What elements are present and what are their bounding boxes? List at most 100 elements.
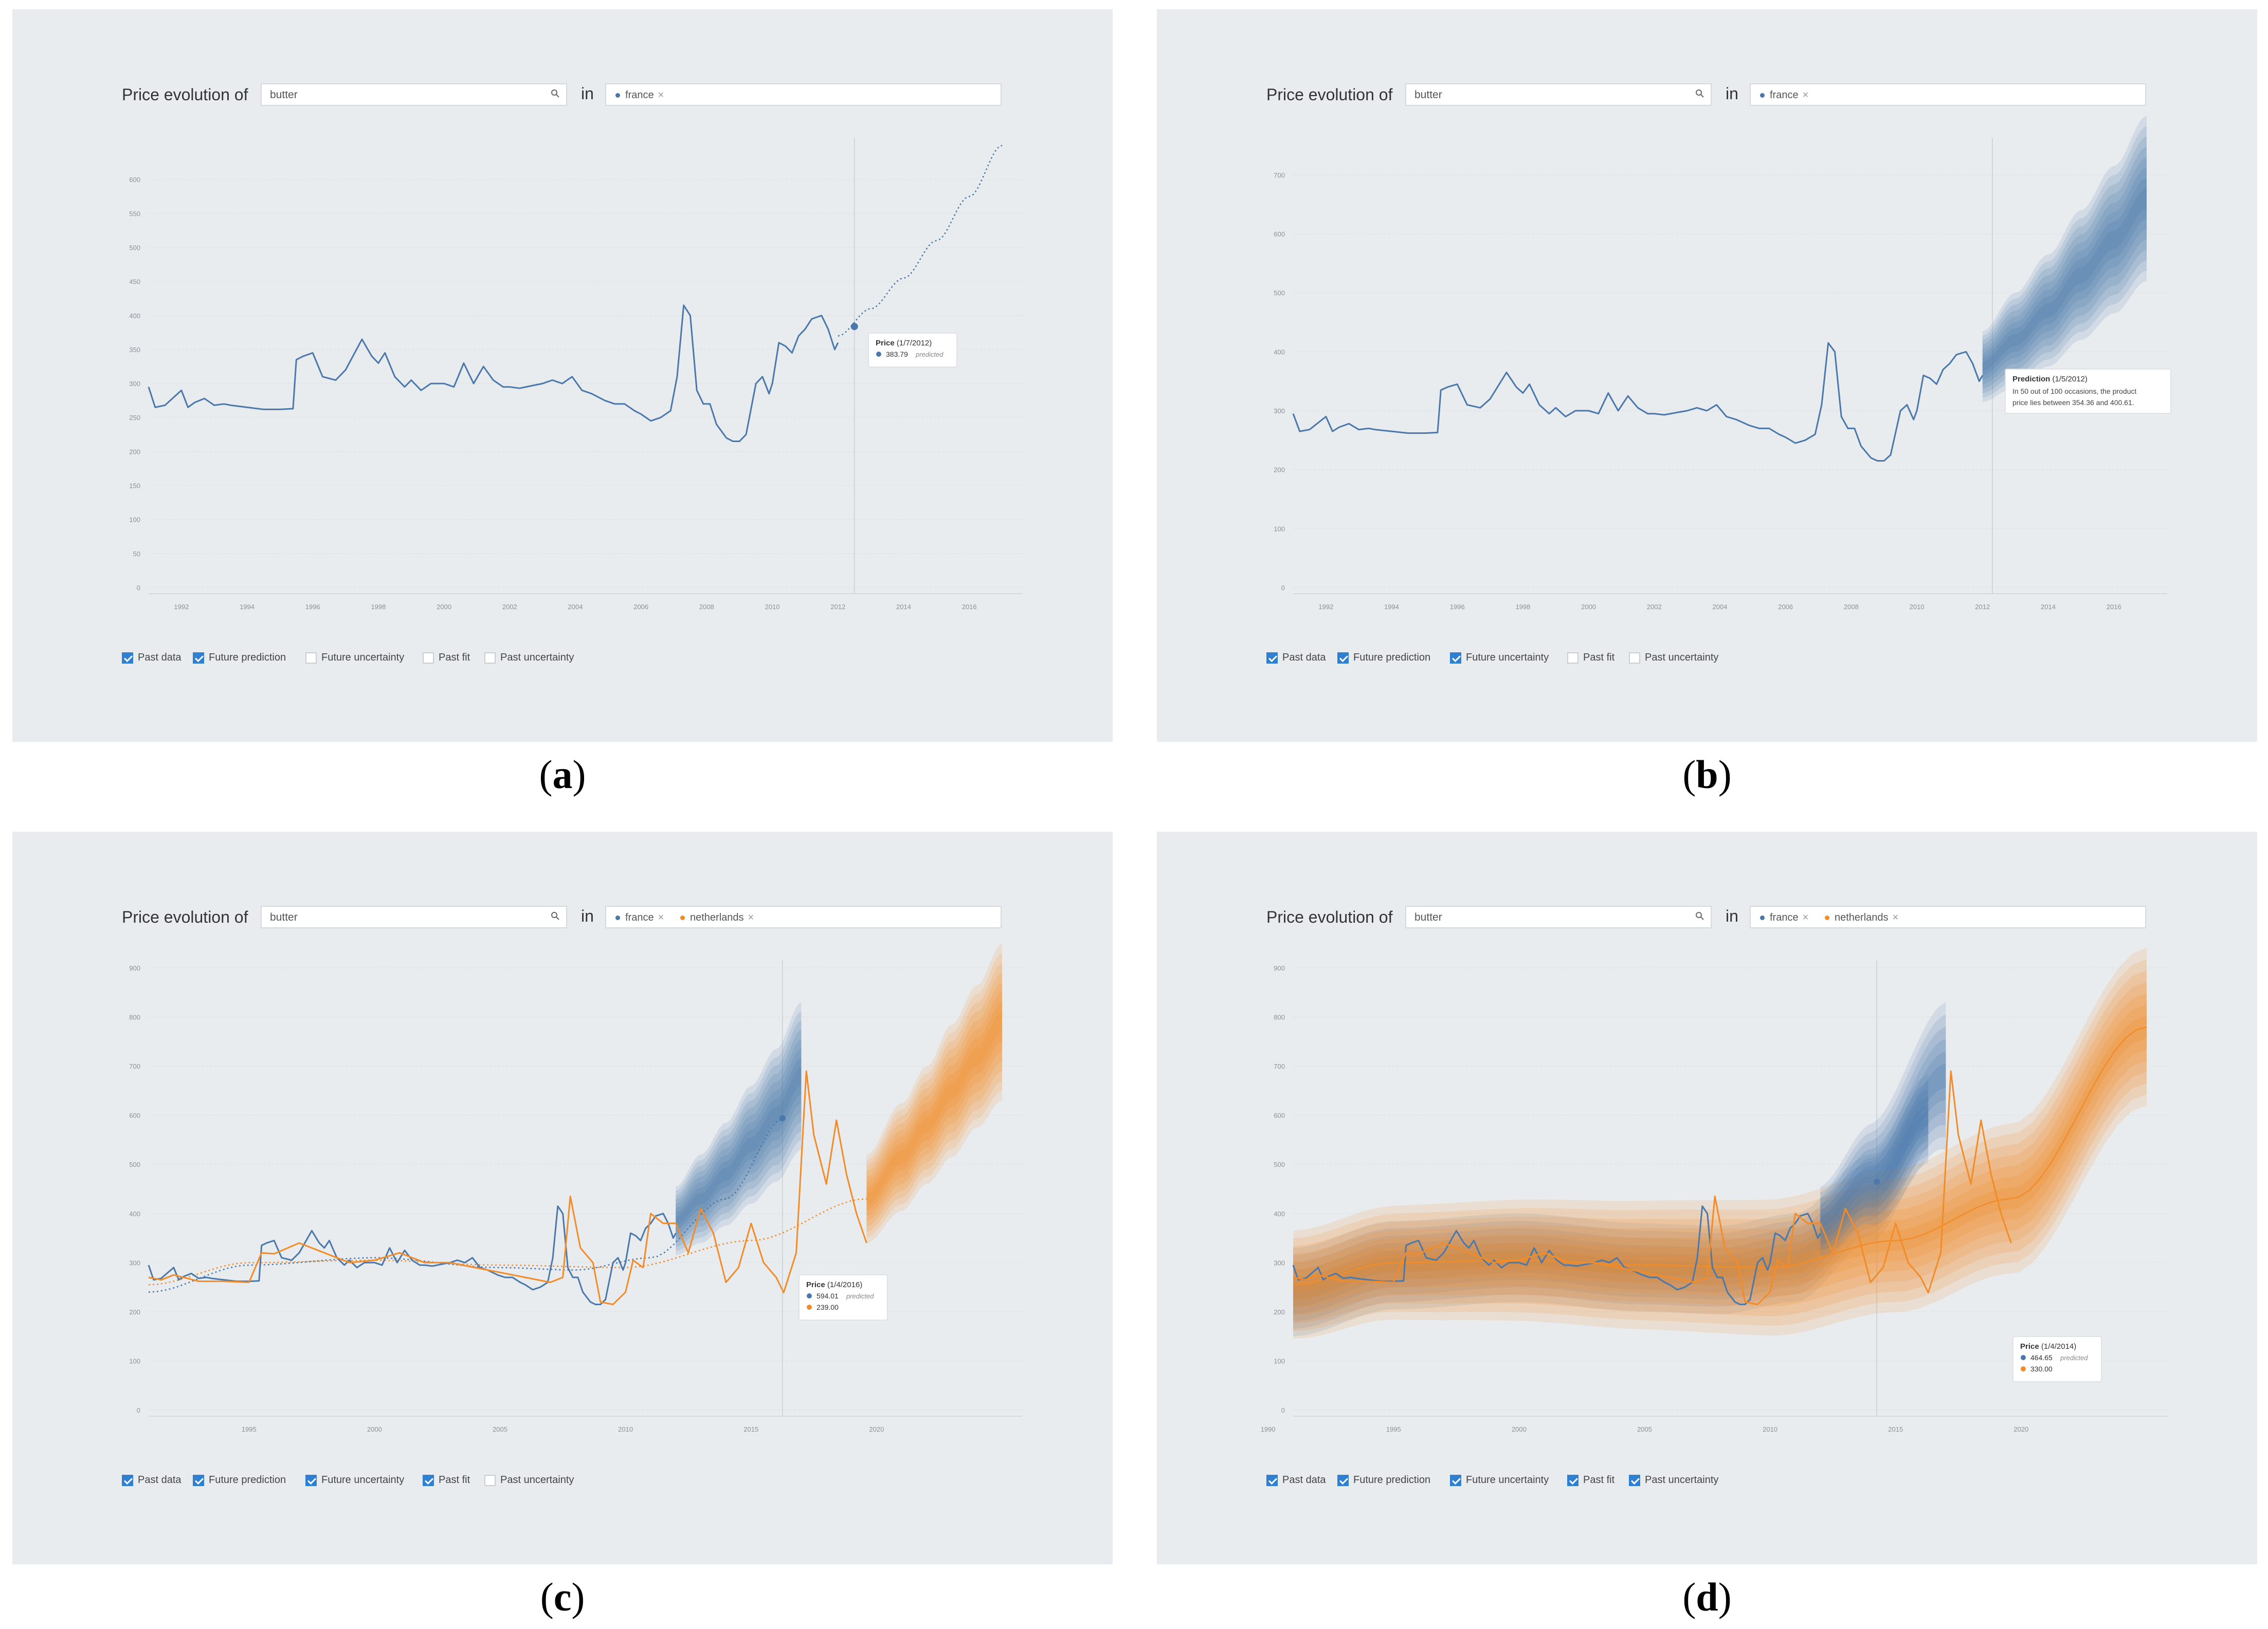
legend-toggle-future-uncertainty[interactable]: Future uncertainty <box>305 652 404 664</box>
checkbox-icon[interactable] <box>1266 1474 1278 1486</box>
checkbox-icon[interactable] <box>423 1474 434 1486</box>
checkbox-icon[interactable] <box>1266 652 1278 664</box>
tooltip-line: price lies between 354.36 and 400.61. <box>2012 398 2134 407</box>
remove-tag-icon[interactable]: × <box>1802 912 1809 923</box>
remove-tag-icon[interactable]: × <box>658 89 664 101</box>
checkbox-icon[interactable] <box>484 1474 496 1486</box>
country-tag-netherlands[interactable]: netherlands × <box>680 912 754 924</box>
query-label: Price evolution of <box>122 908 248 926</box>
uncertainty-band-layer <box>1293 1015 2147 1293</box>
x-tick-label: 1998 <box>371 603 386 611</box>
checkbox-icon[interactable] <box>1629 1474 1640 1486</box>
legend-toggle-past-uncertainty[interactable]: Past uncertainty <box>484 652 574 664</box>
legend-toggle-future-uncertainty[interactable]: Future uncertainty <box>1450 1474 1549 1486</box>
country-tag-france[interactable]: france × <box>615 89 664 101</box>
search-icon[interactable] <box>551 911 560 921</box>
country-tag-label: france <box>625 912 654 923</box>
legend-toggle-past-uncertainty[interactable]: Past uncertainty <box>484 1474 574 1486</box>
checkbox-icon[interactable] <box>1629 652 1640 664</box>
checkbox-icon[interactable] <box>1337 1474 1349 1486</box>
country-tag-france[interactable]: france × <box>1760 912 1808 924</box>
y-tick-label: 550 <box>129 210 140 217</box>
legend-toggle-past-fit[interactable]: Past fit <box>423 652 470 664</box>
legend-label: Past fit <box>439 652 470 664</box>
legend-toggle-past-fit[interactable]: Past fit <box>1567 1474 1614 1486</box>
country-tag-france[interactable]: france × <box>1760 89 1808 101</box>
in-label: in <box>581 84 594 103</box>
x-tick-label: 2000 <box>1512 1425 1527 1433</box>
legend-toggle-future-uncertainty[interactable]: Future uncertainty <box>305 1474 404 1486</box>
country-tag-france[interactable]: france × <box>615 912 664 924</box>
legend-toggle-future-prediction[interactable]: Future prediction <box>193 1474 286 1486</box>
checkbox-icon[interactable] <box>193 1474 204 1486</box>
hover-point[interactable] <box>779 1115 786 1122</box>
checkbox-icon[interactable] <box>1337 652 1349 664</box>
uncertainty-band-layer <box>1982 178 2147 376</box>
legend-toggle-future-prediction[interactable]: Future prediction <box>1337 1474 1430 1486</box>
x-tick-label: 1992 <box>1318 603 1333 611</box>
search-input[interactable]: butter <box>1405 906 1712 928</box>
tooltip: Price (1/7/2012) 383.79 predicted <box>868 333 957 368</box>
legend-toggle-future-prediction[interactable]: Future prediction <box>1337 652 1430 664</box>
tooltip-title: Price (1/4/2014) <box>2020 1342 2076 1351</box>
country-tag-input[interactable]: france × <box>605 83 1002 106</box>
x-tick-label: 2002 <box>502 603 517 611</box>
search-icon[interactable] <box>1695 89 1704 98</box>
uncertainty-band-layer <box>866 953 1002 1238</box>
checkbox-icon[interactable] <box>122 652 133 664</box>
search-value: butter <box>270 911 298 923</box>
search-input[interactable]: butter <box>1405 83 1712 106</box>
tooltip-dot-icon <box>807 1293 812 1298</box>
checkbox-icon[interactable] <box>305 652 317 664</box>
legend-toggle-future-uncertainty[interactable]: Future uncertainty <box>1450 652 1549 664</box>
tooltip-value: 594.01 <box>817 1292 839 1300</box>
country-tag-input[interactable]: france × netherlands × <box>1750 906 2146 928</box>
remove-tag-icon[interactable]: × <box>658 912 664 923</box>
y-tick-label: 450 <box>129 278 140 286</box>
x-tick-label: 2008 <box>1844 603 1859 611</box>
legend-toggle-past-uncertainty[interactable]: Past uncertainty <box>1629 652 1718 664</box>
checkbox-icon[interactable] <box>122 1474 133 1486</box>
legend-toggle-past-data[interactable]: Past data <box>1266 652 1326 664</box>
search-input[interactable]: butter <box>261 906 567 928</box>
country-tag-netherlands[interactable]: netherlands × <box>1825 912 1898 924</box>
checkbox-icon[interactable] <box>193 652 204 664</box>
search-icon[interactable] <box>551 89 560 98</box>
checkbox-icon[interactable] <box>305 1474 317 1486</box>
legend-toggle-past-fit[interactable]: Past fit <box>1567 652 1614 664</box>
legend-toggle-past-data[interactable]: Past data <box>122 1474 182 1486</box>
legend-toggle-past-data[interactable]: Past data <box>1266 1474 1326 1486</box>
x-tick-label: 2014 <box>896 603 911 611</box>
remove-tag-icon[interactable]: × <box>1802 89 1809 101</box>
y-tick-label: 200 <box>1274 466 1285 474</box>
netherlands-prediction-band <box>866 943 1002 1243</box>
legend-toggle-past-fit[interactable]: Past fit <box>423 1474 470 1486</box>
hover-point[interactable] <box>1874 1179 1880 1185</box>
uncertainty-band-layer <box>676 1057 802 1230</box>
y-tick-label: 50 <box>133 550 140 558</box>
x-tick-label: 2020 <box>2013 1425 2028 1433</box>
x-tick-label: 1994 <box>240 603 255 611</box>
search-input[interactable]: butter <box>261 83 567 106</box>
hover-point[interactable] <box>850 323 858 331</box>
uncertainty-band-layer <box>866 992 1002 1216</box>
checkbox-icon[interactable] <box>423 652 434 664</box>
search-icon[interactable] <box>1695 911 1704 921</box>
legend-toggle-past-data[interactable]: Past data <box>122 652 182 664</box>
checkbox-icon[interactable] <box>484 652 496 664</box>
remove-tag-icon[interactable]: × <box>1892 912 1899 923</box>
country-tag-input[interactable]: france × <box>1750 83 2146 106</box>
country-tag-input[interactable]: france × netherlands × <box>605 906 1002 928</box>
checkbox-icon[interactable] <box>1450 1474 1461 1486</box>
remove-tag-icon[interactable]: × <box>748 912 754 923</box>
checkbox-icon[interactable] <box>1567 652 1578 664</box>
legend-toggle-past-uncertainty[interactable]: Past uncertainty <box>1629 1474 1718 1486</box>
caption-d: (d) <box>1682 1575 1732 1619</box>
checkbox-icon[interactable] <box>1450 652 1461 664</box>
checkbox-icon[interactable] <box>1567 1474 1578 1486</box>
uncertainty-band-layer <box>676 1048 802 1234</box>
legend-toggle-future-prediction[interactable]: Future prediction <box>193 652 286 664</box>
y-tick-label: 800 <box>1274 1014 1285 1021</box>
x-tick-label: 2008 <box>699 603 714 611</box>
x-tick-label: 2010 <box>765 603 780 611</box>
